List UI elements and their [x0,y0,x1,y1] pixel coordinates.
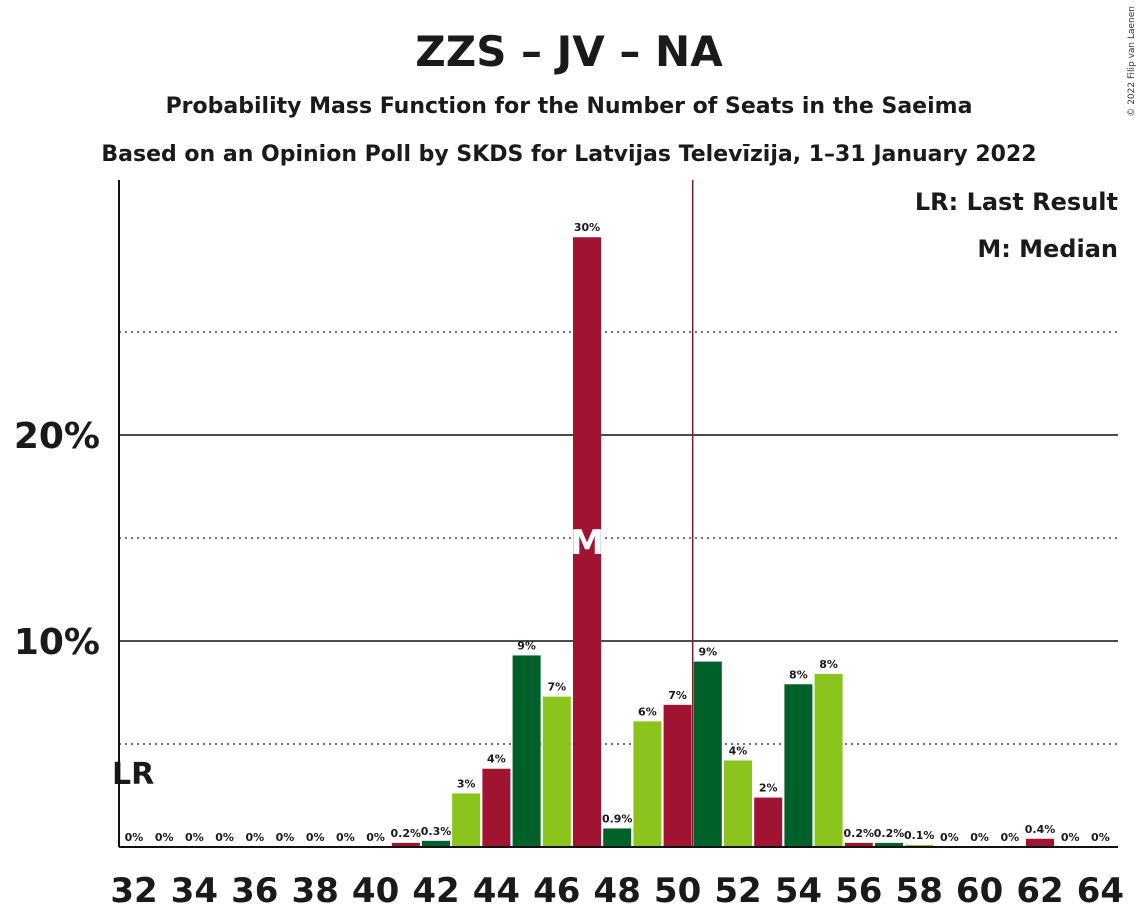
bar-label-55: 8% [819,658,838,671]
x-tick-label: 58 [896,871,943,911]
bar-55 [814,673,843,847]
x-tick-label: 32 [110,871,157,911]
bar-label-58: 0.1% [904,829,935,842]
bar-value-labels: 0% 0% 0% 0% 0% 0% 0% 0% 0% 0.2% 0.3%3%4%9%7%30%0.9… [125,221,1110,844]
bar-label-53: 2% [759,782,778,795]
bar-label-57: 0.2% [874,827,905,840]
bar-54 [784,684,813,847]
bar-label-56: 0.2% [844,827,875,840]
bar-label-42: 0.3% [421,825,452,838]
x-tick-label: 36 [231,871,278,911]
bar-label-45: 9% [517,639,536,652]
x-tick-label: 34 [171,871,218,911]
gridlines [119,331,1118,745]
bar-label-41: 0.2% [391,827,422,840]
bar-label-43: 3% [457,777,476,790]
bar-44 [482,768,511,847]
bar-label-54: 8% [789,668,808,681]
bar-label-36: 0% [245,831,264,844]
bar-label-59: 0% [940,831,959,844]
x-tick-label: 38 [292,871,339,911]
bar-46 [542,696,571,847]
bars [391,237,1054,848]
bar-label-38: 0% [306,831,325,844]
bar-47 [573,237,601,848]
bar-41 [391,842,420,847]
x-tick-label: 60 [956,871,1003,911]
legend-median: M: Median [977,235,1118,263]
bar-label-52: 4% [729,744,748,757]
x-tick-label: 54 [775,871,822,911]
bar-label-63: 0% [1061,831,1080,844]
y-tick-label: 20% [14,416,100,457]
bar-53 [754,797,783,847]
chart-title: ZZS – JV – NA [415,27,723,76]
bar-51 [693,661,722,847]
legend-last-result: LR: Last Result [915,188,1118,216]
bar-56 [844,842,873,847]
bar-label-32: 0% [125,831,144,844]
x-tick-label: 44 [473,871,520,911]
bar-52 [724,760,752,847]
bar-42 [422,840,450,847]
x-tick-label: 46 [533,871,580,911]
x-tick-label: 64 [1077,871,1124,911]
bar-label-62: 0.4% [1025,823,1056,836]
bar-58 [905,844,934,847]
chart-subtitle-1: Probability Mass Function for the Number… [166,94,973,119]
bar-label-51: 9% [698,646,717,659]
bar-label-60: 0% [970,831,989,844]
bar-62 [1026,838,1054,847]
bar-43 [452,793,481,847]
bar-label-39: 0% [336,831,355,844]
x-tick-label: 48 [594,871,641,911]
bar-57 [875,842,903,847]
bar-label-47: 30% [574,221,600,234]
median-marker: M [570,523,604,563]
chart-subtitle-2: Based on an Opinion Poll by SKDS for Lat… [101,142,1036,167]
bar-label-61: 0% [1000,831,1019,844]
bar-45 [512,655,541,847]
x-tick-label: 42 [412,871,459,911]
x-tick-label: 52 [714,871,761,911]
x-tick-label: 40 [352,871,399,911]
bar-50 [663,704,692,847]
copyright-note: © 2022 Filip van Laenen [1127,6,1137,117]
x-tick-label: 50 [654,871,701,911]
x-tick-label: 56 [835,871,882,911]
bar-label-34: 0% [185,831,204,844]
bar-label-44: 4% [487,753,506,766]
bar-label-40: 0% [366,831,385,844]
x-tick-label: 62 [1016,871,1063,911]
bar-label-33: 0% [155,831,174,844]
bar-49 [633,721,662,847]
bar-label-64: 0% [1091,831,1110,844]
bar-48 [603,828,632,847]
bar-label-48: 0.9% [602,812,633,825]
y-tick-label: 10% [14,622,100,663]
bar-label-35: 0% [215,831,234,844]
bar-label-46: 7% [547,681,566,694]
bar-label-49: 6% [638,705,657,718]
bar-label-37: 0% [276,831,295,844]
bar-label-50: 7% [668,689,687,702]
